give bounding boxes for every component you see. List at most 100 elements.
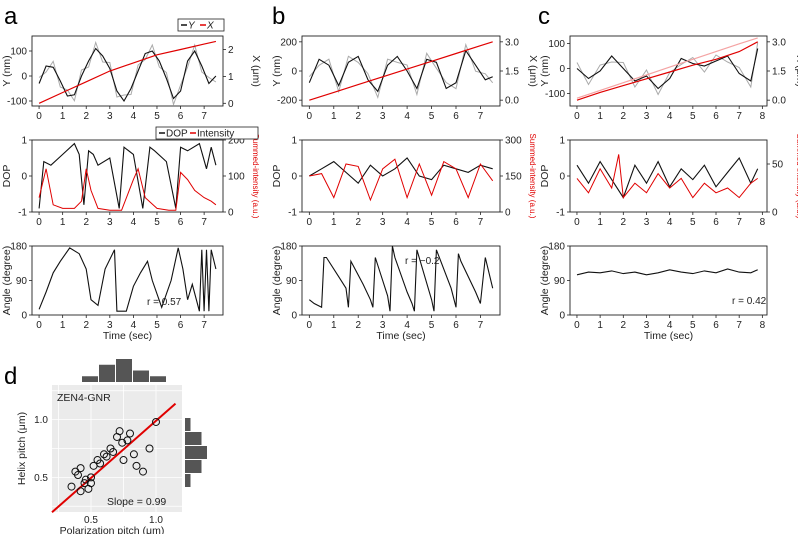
x-tick-label: 6 [453, 320, 459, 331]
x-tick-label: 4 [131, 320, 137, 331]
y-right-tick-label: 100 [228, 172, 245, 183]
y-tick-label: 100 [548, 39, 565, 50]
plot-frame [569, 139, 768, 213]
y-right-tick-label: 0.0 [772, 96, 786, 107]
x-tick-label: 4 [667, 111, 673, 122]
fit-line [51, 402, 177, 513]
x-tick-label: 7 [478, 111, 484, 122]
y-tick-label: 1 [559, 136, 565, 147]
y-axis-label: DOP [271, 165, 283, 188]
y-right-tick-label: 0 [772, 208, 778, 219]
x-tick-label: 0 [36, 217, 42, 228]
x-tick-label: 6 [713, 320, 719, 331]
series-dop-line [38, 142, 217, 209]
y-tick-label: 0 [291, 67, 297, 78]
x-tick-label: 0.5 [84, 515, 98, 526]
x-tick-label: 3 [107, 320, 113, 331]
series-angle-line [308, 245, 494, 312]
scatter-point [115, 427, 124, 436]
panel-b2: 0 1 2 3 4 5 6 7 -1 0 1 0 150 300 DOP Summed-intensity (… [271, 134, 537, 228]
x-tick-label: 6 [178, 320, 184, 331]
scatter-point [132, 461, 141, 470]
scatter-point [152, 417, 160, 426]
panel-c2: 0 1 2 3 4 5 6 7 8 -1 0 1 0 50 DOP Summed-intensity (a.u… [539, 134, 798, 228]
legend-label: Intensity [197, 129, 234, 140]
scatter-point [102, 452, 111, 461]
hist-right-bar [185, 432, 202, 445]
series-y-line [308, 49, 493, 93]
y-tick-label: -1 [556, 208, 565, 219]
series-angle-line [38, 247, 217, 312]
x-tick-label: 1 [60, 320, 66, 331]
x-tick-label: 7 [201, 320, 207, 331]
y-axis-label: Y (nm) [539, 55, 551, 86]
scatter-point [87, 479, 95, 488]
scatter-point [109, 447, 118, 456]
scatter-point [76, 487, 85, 496]
x-tick-label: 8 [760, 217, 766, 228]
x-tick-label: 2 [355, 217, 361, 228]
y-right-tick-label: 300 [505, 136, 522, 147]
series-y-line [576, 48, 759, 90]
y-tick-label: -100 [7, 97, 27, 108]
x-tick-label: 6 [713, 217, 719, 228]
y-right-tick-label: 1.5 [505, 67, 519, 78]
correlation-c: r = 0.42 [732, 296, 767, 307]
scatter-point [67, 482, 76, 491]
x-tick-label: 6 [178, 111, 184, 122]
x-tick-label: 1 [60, 217, 66, 228]
x-tick-label: 0 [574, 217, 580, 228]
y-tick-label: 200 [280, 37, 297, 48]
y-axis-label: Y (nm) [271, 55, 283, 86]
y-right-tick-label: 0.0 [505, 96, 519, 107]
x-tick-label: 4 [404, 320, 410, 331]
x-tick-label: 3 [380, 217, 386, 228]
series-x-line [309, 41, 493, 101]
y-axis-label: Angle (degree) [1, 246, 13, 315]
series-y-line [38, 47, 217, 103]
x-tick-label: 0 [574, 320, 580, 331]
y-right-tick-label: 0 [228, 99, 234, 110]
x-tick-label: 7 [736, 320, 742, 331]
y-right-tick-label: 0 [505, 208, 511, 219]
x-tick-label: 5 [429, 217, 435, 228]
x-tick-label: 3 [107, 217, 113, 228]
correlation-b: r = −0.2 [405, 256, 440, 267]
panel-c1: 0 1 2 3 4 5 6 7 8 -100 0 100 0.0 1.5 3.0 Y (nm) X (μm) [539, 35, 798, 122]
x-tick-label: 2 [83, 111, 89, 122]
hist-top-bar [133, 370, 149, 382]
legend-box [155, 126, 259, 140]
y-tick-label: 0 [559, 311, 565, 322]
x-tick-label: 0 [307, 217, 313, 228]
x-tick-label: 0 [574, 111, 580, 122]
x-tick-label: 4 [131, 217, 137, 228]
plot-frame [31, 245, 224, 316]
hist-top-bar [150, 376, 166, 382]
x-axis-label: Time (sec) [103, 330, 152, 342]
x-tick-label: 0 [36, 111, 42, 122]
y-tick-label: 90 [286, 276, 298, 287]
y-axis-label: Helix pitch (μm) [16, 412, 28, 485]
series-intensity-line [576, 154, 758, 199]
scatter-point [76, 464, 85, 473]
y-right-axis-label: X (μm) [527, 55, 539, 87]
x-tick-label: 5 [690, 320, 696, 331]
y-right-tick-label: 1 [228, 72, 234, 83]
scatter-point [126, 429, 134, 438]
y-right-tick-label: 3.0 [772, 37, 786, 48]
x-tick-label: 3 [644, 320, 650, 331]
x-tick-label: 4 [404, 111, 410, 122]
y-tick-label: 1 [21, 136, 27, 147]
y-tick-label: 0 [21, 311, 27, 322]
slope-label: Slope = 0.99 [107, 496, 166, 508]
x-tick-label: 1 [597, 111, 603, 122]
y-tick-label: -100 [545, 89, 565, 100]
x-tick-label: 4 [404, 217, 410, 228]
x-tick-label: 0 [307, 320, 313, 331]
x-tick-label: 5 [154, 320, 160, 331]
hist-top-bar [82, 376, 98, 382]
x-tick-label: 2 [83, 217, 89, 228]
y-tick-label: 0 [559, 64, 565, 75]
